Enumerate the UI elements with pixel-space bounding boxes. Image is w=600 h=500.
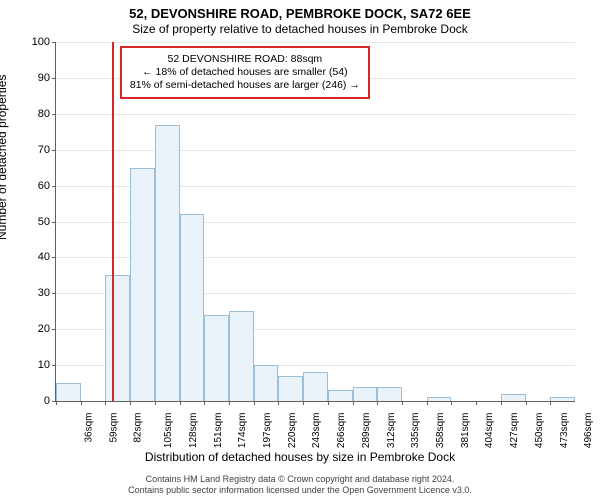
xtick-mark <box>105 401 106 405</box>
histogram-bar <box>105 275 130 401</box>
xtick-label: 243sqm <box>312 413 323 449</box>
ytick-mark <box>52 293 56 294</box>
title-line2: Size of property relative to detached ho… <box>0 22 600 36</box>
gridline-h <box>56 42 575 43</box>
xtick-label: 381sqm <box>460 413 471 449</box>
xtick-mark <box>526 401 527 405</box>
y-axis-label: Number of detached properties <box>0 75 9 240</box>
ytick-mark <box>52 186 56 187</box>
histogram-bar <box>377 387 402 401</box>
histogram-bar <box>501 394 526 401</box>
xtick-mark <box>278 401 279 405</box>
xtick-mark <box>476 401 477 405</box>
xtick-mark <box>550 401 551 405</box>
xtick-label: 266sqm <box>336 413 347 449</box>
histogram-bar <box>56 383 81 401</box>
histogram-bar <box>204 315 229 401</box>
xtick-label: 59sqm <box>108 413 119 443</box>
ytick-label: 70 <box>38 144 50 156</box>
xtick-mark <box>328 401 329 405</box>
xtick-label: 335sqm <box>410 413 421 449</box>
xtick-label: 473sqm <box>559 413 570 449</box>
histogram-bar <box>130 168 155 401</box>
xtick-label: 197sqm <box>262 413 273 449</box>
ytick-label: 100 <box>32 36 50 48</box>
xtick-mark <box>180 401 181 405</box>
footer-line1: Contains HM Land Registry data © Crown c… <box>0 474 600 485</box>
xtick-mark <box>81 401 82 405</box>
annotation-line: 81% of semi-detached houses are larger (… <box>130 79 360 92</box>
gridline-h <box>56 150 575 151</box>
ytick-mark <box>52 222 56 223</box>
x-axis-label: Distribution of detached houses by size … <box>0 450 600 464</box>
histogram-bar <box>550 397 575 401</box>
annotation-line: 52 DEVONSHIRE ROAD: 88sqm <box>130 53 360 66</box>
xtick-label: 220sqm <box>287 413 298 449</box>
ytick-mark <box>52 78 56 79</box>
histogram-bar <box>254 365 279 401</box>
histogram-bar <box>328 390 353 401</box>
xtick-mark <box>303 401 304 405</box>
annotation-box: 52 DEVONSHIRE ROAD: 88sqm← 18% of detach… <box>120 46 370 99</box>
xtick-label: 289sqm <box>361 413 372 449</box>
ytick-mark <box>52 329 56 330</box>
histogram-bar <box>180 214 205 401</box>
footer-line2: Contains public sector information licen… <box>0 485 600 496</box>
gridline-h <box>56 114 575 115</box>
xtick-mark <box>229 401 230 405</box>
xtick-label: 427sqm <box>509 413 520 449</box>
ytick-label: 80 <box>38 108 50 120</box>
ytick-label: 90 <box>38 72 50 84</box>
xtick-mark <box>254 401 255 405</box>
xtick-mark <box>155 401 156 405</box>
xtick-label: 312sqm <box>386 413 397 449</box>
histogram-bar <box>278 376 303 401</box>
reference-marker-line <box>112 42 114 401</box>
xtick-mark <box>451 401 452 405</box>
histogram-bar <box>427 397 452 401</box>
xtick-label: 174sqm <box>237 413 248 449</box>
ytick-mark <box>52 42 56 43</box>
ytick-mark <box>52 150 56 151</box>
xtick-mark <box>353 401 354 405</box>
xtick-label: 450sqm <box>534 413 545 449</box>
xtick-label: 36sqm <box>84 413 95 443</box>
xtick-mark <box>56 401 57 405</box>
ytick-mark <box>52 365 56 366</box>
ytick-label: 40 <box>38 251 50 263</box>
annotation-line: ← 18% of detached houses are smaller (54… <box>130 66 360 79</box>
xtick-label: 82sqm <box>133 413 144 443</box>
title-line1: 52, DEVONSHIRE ROAD, PEMBROKE DOCK, SA72… <box>0 6 600 21</box>
xtick-label: 151sqm <box>213 413 224 449</box>
ytick-mark <box>52 257 56 258</box>
xtick-label: 105sqm <box>163 413 174 449</box>
ytick-label: 20 <box>38 323 50 335</box>
xtick-mark <box>501 401 502 405</box>
xtick-label: 404sqm <box>485 413 496 449</box>
footer-attribution: Contains HM Land Registry data © Crown c… <box>0 474 600 497</box>
xtick-label: 128sqm <box>188 413 199 449</box>
ytick-label: 60 <box>38 180 50 192</box>
xtick-label: 358sqm <box>435 413 446 449</box>
histogram-bar <box>303 372 328 401</box>
ytick-label: 30 <box>38 287 50 299</box>
histogram-bar <box>353 387 378 401</box>
chart-plot-area: 010203040506070809010036sqm59sqm82sqm105… <box>55 42 575 402</box>
histogram-bar <box>229 311 254 401</box>
ytick-label: 10 <box>38 359 50 371</box>
xtick-label: 496sqm <box>583 413 594 449</box>
ytick-mark <box>52 114 56 115</box>
ytick-label: 50 <box>38 216 50 228</box>
xtick-mark <box>204 401 205 405</box>
xtick-mark <box>377 401 378 405</box>
histogram-bar <box>155 125 180 401</box>
xtick-mark <box>402 401 403 405</box>
xtick-mark <box>427 401 428 405</box>
ytick-label: 0 <box>44 395 50 407</box>
xtick-mark <box>130 401 131 405</box>
